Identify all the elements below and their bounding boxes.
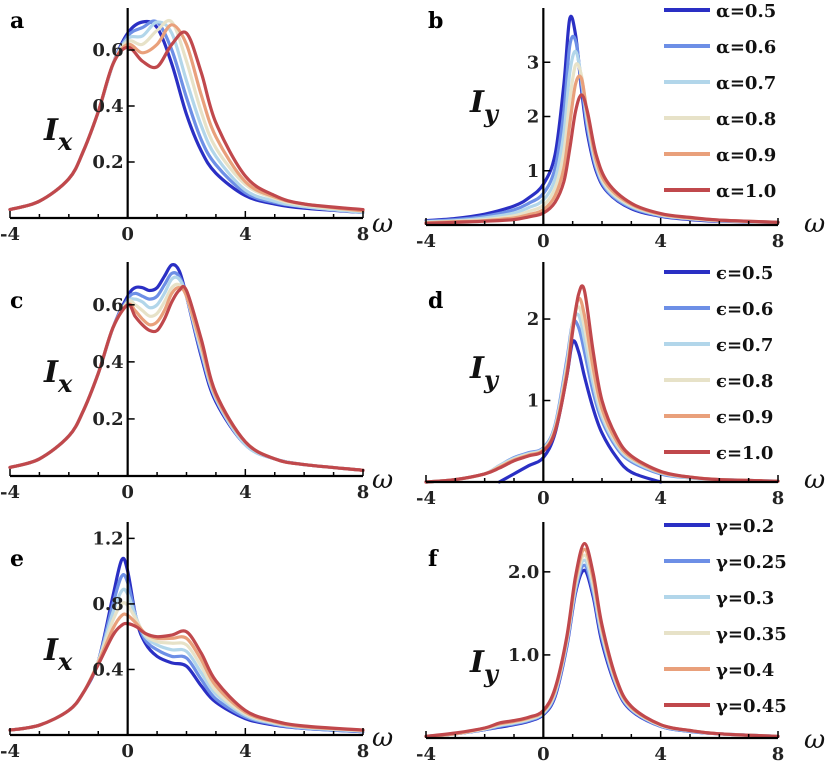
x-tick-label: 8: [772, 488, 785, 509]
y-tick-label: 1: [527, 161, 540, 182]
panel-f: f -4 0 4 8 1.0 2.0 Iy ω: [416, 522, 825, 765]
x-tick-label: 0: [121, 482, 134, 503]
x-tick-label: -4: [0, 482, 20, 503]
legend-2: ϵ=0.5 ϵ=0.6 ϵ=0.7 ϵ=0.8 ϵ=0.9 ϵ=1.0: [664, 263, 773, 464]
x-tick-label: 8: [357, 741, 370, 762]
legend-entry: γ=0.4: [716, 660, 774, 681]
x-tick-label: 0: [537, 488, 550, 509]
panel-letter: c: [10, 288, 23, 314]
legend-1: α=0.5 α=0.6 α=0.7 α=0.8 α=0.9 α=1.0: [664, 1, 776, 202]
legend-entry: ϵ=0.9: [716, 407, 773, 428]
panel-c: c -4 0 4 8 0.2 0.4 0.6 Ix ω: [0, 262, 393, 503]
legend-entry: ϵ=0.7: [716, 335, 773, 356]
x-axis-label: ω: [372, 465, 393, 495]
panel-e: e -4 0 4 8 0.4 0.8 1.2 Ix ω: [0, 522, 393, 762]
y-axis-label: Iy: [469, 645, 500, 688]
x-tick-label: 4: [654, 231, 667, 252]
x-tick-label: 8: [357, 482, 370, 503]
legend-entry: α=0.8: [716, 109, 776, 130]
x-axis-label: ω: [372, 209, 393, 239]
x-tick-label: -4: [416, 231, 436, 252]
legend-entry: γ=0.35: [716, 624, 787, 645]
y-tick-label: 1: [527, 391, 540, 412]
x-tick-label: 4: [654, 488, 667, 509]
legend-entry: γ=0.2: [716, 516, 774, 537]
legend-entry: γ=0.25: [716, 552, 787, 573]
legend-entry: γ=0.3: [716, 588, 774, 609]
legend-entry: α=1.0: [716, 181, 776, 202]
x-tick-label: 0: [537, 231, 550, 252]
x-tick-label: -4: [0, 741, 20, 762]
y-axis-label: Iy: [469, 351, 500, 394]
y-tick-label: 0.2: [92, 152, 123, 173]
y-axis-label: Ix: [43, 355, 73, 398]
series-line-a-6: [8, 30, 365, 212]
y-axis-label: Ix: [43, 633, 73, 676]
x-tick-label: -4: [0, 224, 20, 245]
y-axis-label: Ix: [43, 113, 73, 156]
y-tick-label: 3: [527, 52, 540, 73]
x-axis-label: ω: [372, 723, 393, 753]
y-tick-label: 2: [527, 107, 540, 128]
y-axis-label: Iy: [469, 85, 500, 128]
x-tick-label: -4: [416, 488, 436, 509]
y-tick-label: 0.4: [92, 659, 123, 680]
panel-a: a -4 0 4 8 0.2 0.4 0.6 Ix ω: [0, 8, 393, 245]
x-tick-label: 8: [357, 224, 370, 245]
x-tick-label: 0: [121, 741, 134, 762]
x-axis-label: ω: [804, 209, 825, 239]
x-tick-label: 4: [239, 482, 252, 503]
x-tick-label: 8: [772, 744, 785, 765]
y-tick-label: 2: [527, 309, 540, 330]
panel-letter: f: [428, 546, 439, 572]
series-line-c-6: [8, 284, 365, 472]
y-tick-label: 2.0: [508, 562, 539, 583]
x-tick-label: 0: [121, 224, 134, 245]
y-tick-label: 1.2: [92, 528, 123, 549]
series-line-d-6: [424, 284, 780, 484]
y-tick-label: 1.0: [508, 645, 539, 666]
legend-entry: ϵ=0.5: [716, 263, 773, 284]
series-line-e-6: [8, 621, 365, 732]
x-axis-label: ω: [804, 465, 825, 495]
y-tick-label: 0.4: [92, 96, 123, 117]
panel-letter: d: [428, 288, 443, 314]
x-axis-label: ω: [804, 725, 825, 755]
x-tick-label: 0: [537, 744, 550, 765]
legend-3: γ=0.2 γ=0.25 γ=0.3 γ=0.35 γ=0.4 γ=0.45: [664, 516, 787, 717]
y-tick-label: 0.2: [92, 409, 123, 430]
x-tick-label: -4: [416, 744, 436, 765]
x-tick-label: 4: [239, 224, 252, 245]
legend-entry: ϵ=0.6: [716, 299, 773, 320]
panel-letter: b: [428, 8, 443, 34]
y-tick-label: 0.6: [92, 295, 123, 316]
panel-letter: a: [10, 8, 24, 34]
series-line-f-6: [424, 541, 780, 738]
legend-entry: α=0.5: [716, 1, 776, 22]
legend-entry: α=0.7: [716, 73, 776, 94]
y-tick-label: 0.4: [92, 352, 123, 373]
legend-entry: ϵ=1.0: [716, 443, 773, 464]
x-tick-label: 4: [654, 744, 667, 765]
series-line-d-1: [497, 339, 663, 484]
series-line-b-6: [424, 93, 780, 225]
legend-entry: ϵ=0.8: [716, 371, 773, 392]
legend-entry: α=0.6: [716, 37, 776, 58]
x-tick-label: 4: [239, 741, 252, 762]
x-tick-label: 8: [772, 231, 785, 252]
legend-entry: γ=0.45: [716, 696, 787, 717]
legend-entry: α=0.9: [716, 145, 776, 166]
y-tick-label: 0.8: [92, 594, 123, 615]
y-tick-label: 0.6: [92, 40, 123, 61]
panel-letter: e: [10, 546, 24, 572]
